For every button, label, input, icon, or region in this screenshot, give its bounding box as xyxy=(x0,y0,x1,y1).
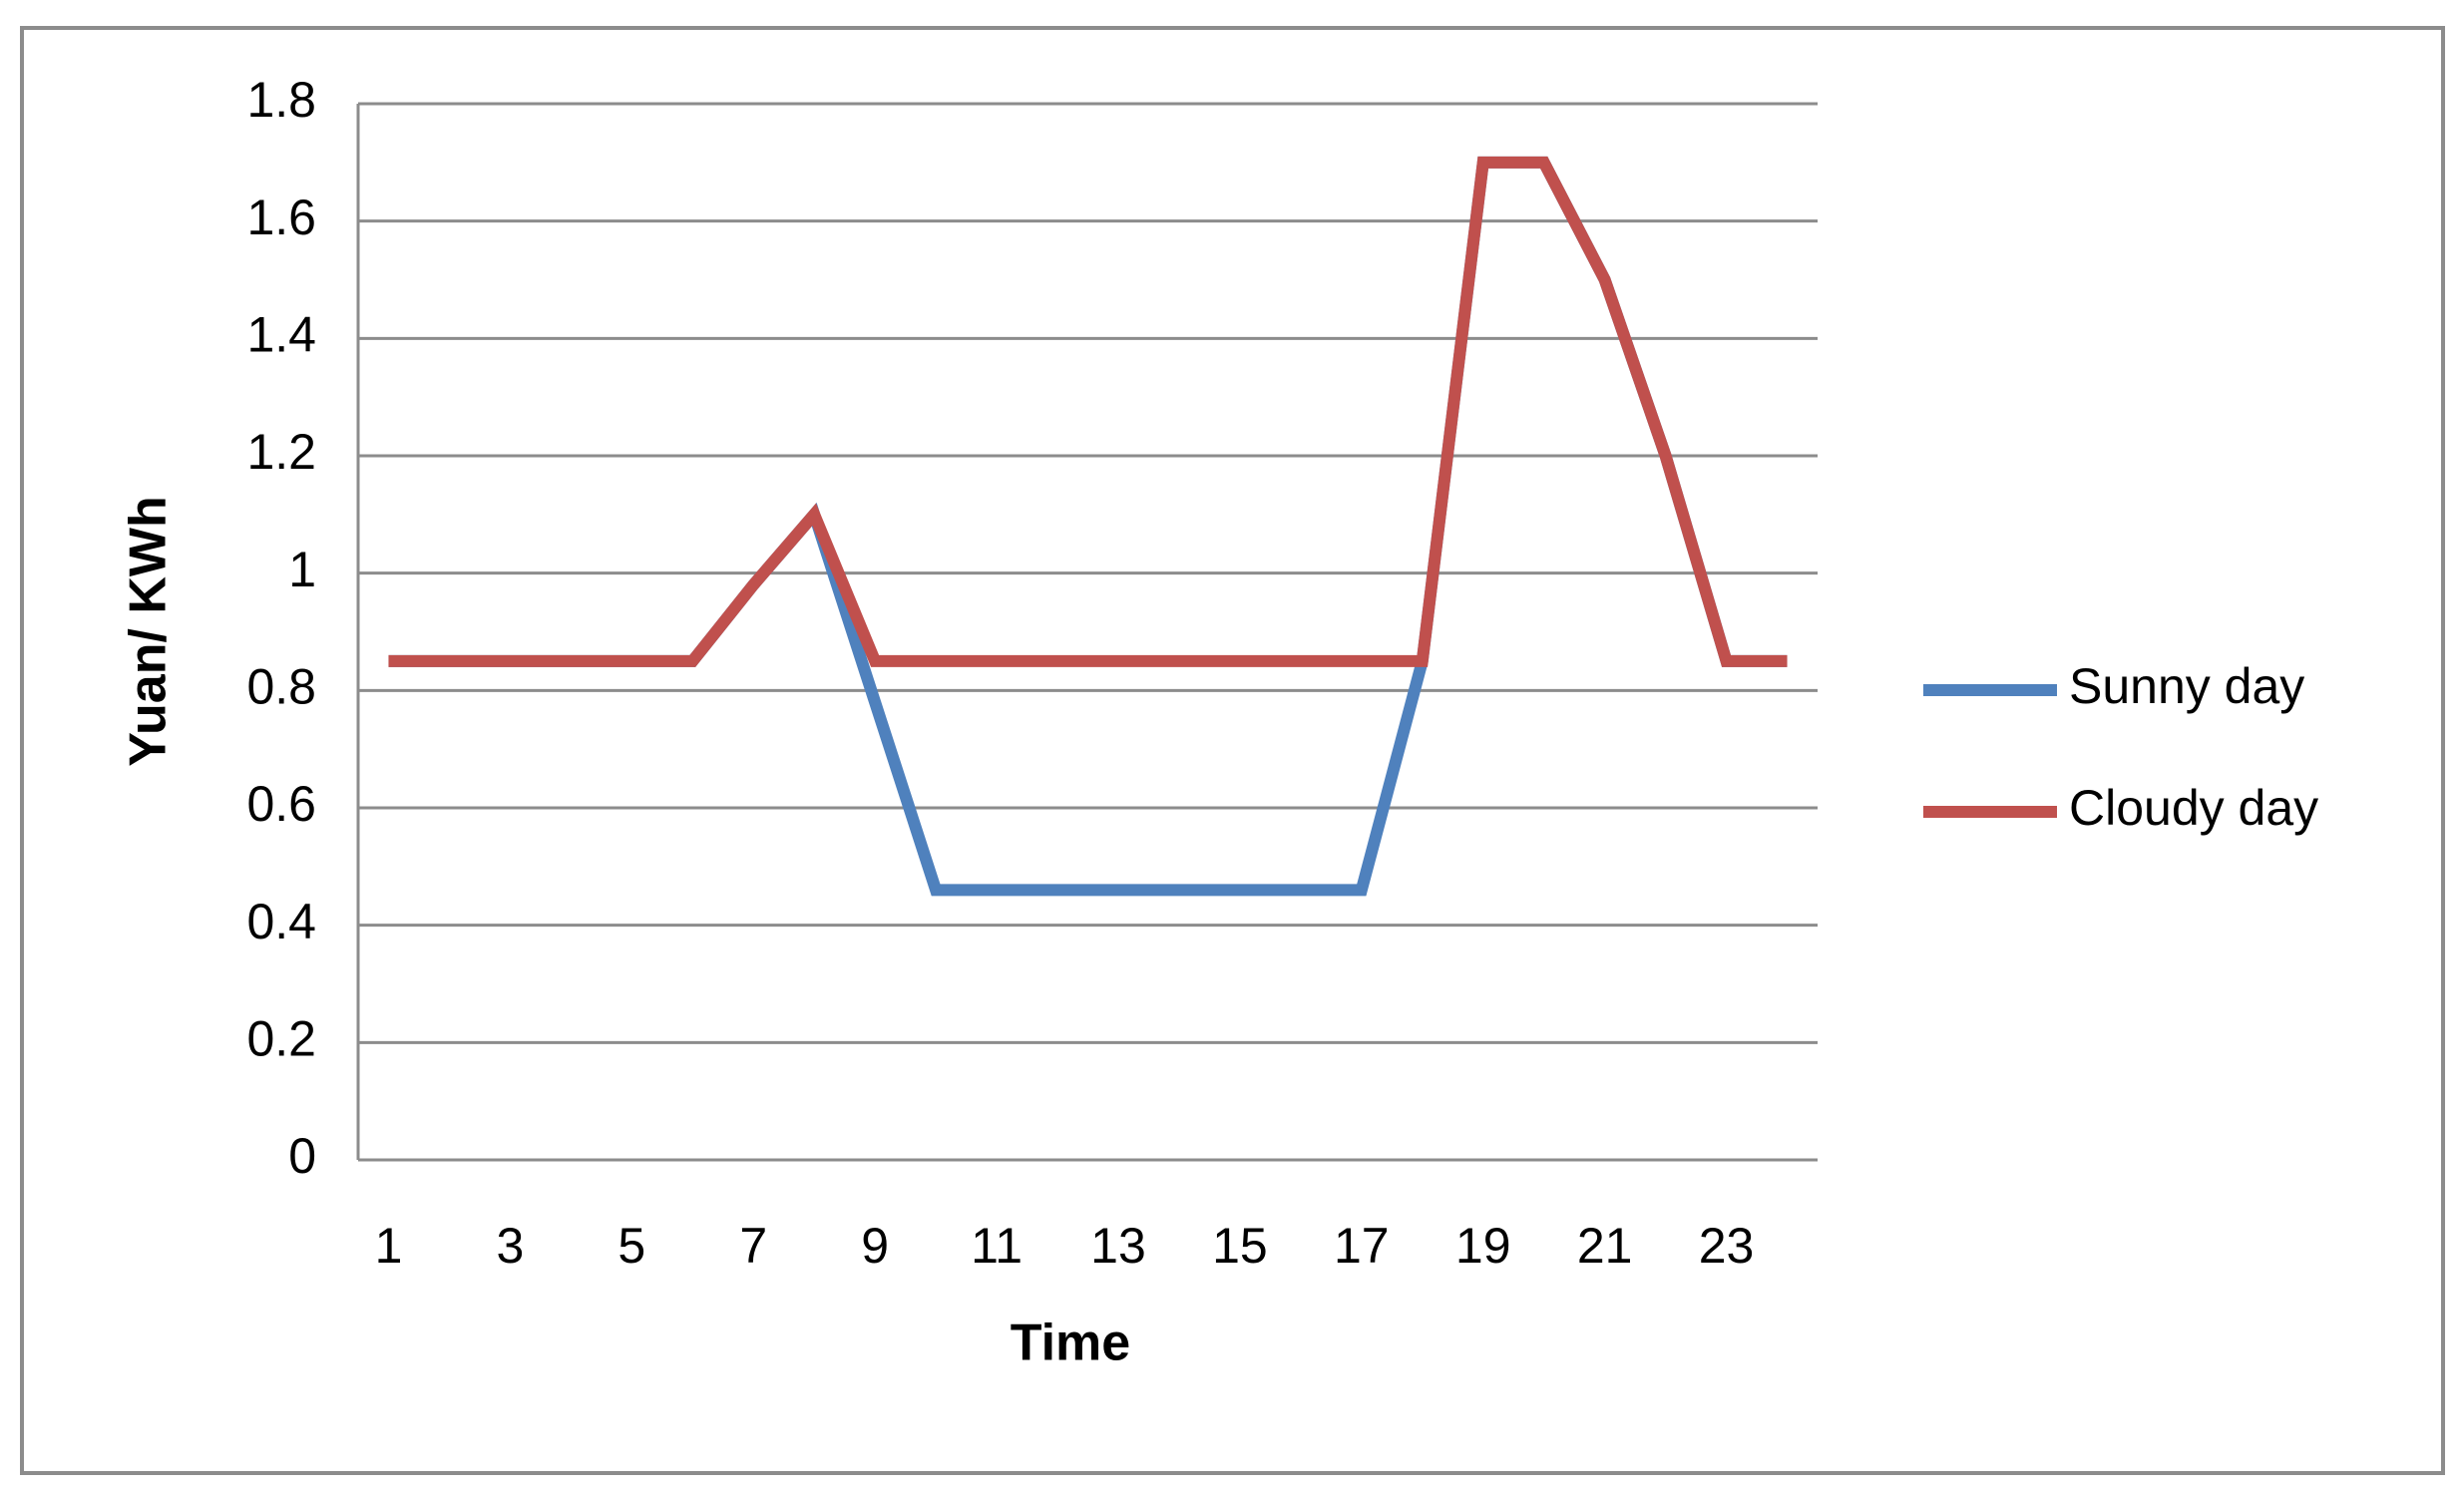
y-tick-label: 0 xyxy=(288,1128,316,1184)
x-tick-label: 3 xyxy=(496,1218,524,1274)
y-tick-label: 0.6 xyxy=(246,776,316,832)
y-tick-label: 0.4 xyxy=(246,894,316,949)
y-tick-label: 1 xyxy=(288,542,316,597)
x-tick-label: 11 xyxy=(971,1218,1023,1274)
legend-label: Sunny day xyxy=(2069,658,2304,714)
y-tick-label: 1.4 xyxy=(246,307,316,363)
x-tick-label: 13 xyxy=(1090,1218,1146,1274)
x-tick-label: 23 xyxy=(1699,1218,1755,1274)
y-axis-title: Yuan/ KWh xyxy=(120,496,178,767)
y-tick-label: 0.2 xyxy=(246,1011,316,1067)
x-tick-label: 1 xyxy=(375,1218,403,1274)
y-tick-label: 1.2 xyxy=(246,424,316,480)
y-tick-label: 0.8 xyxy=(246,659,316,715)
x-tick-label: 19 xyxy=(1455,1218,1511,1274)
y-tick-label: 1.6 xyxy=(246,189,316,245)
x-tick-label: 5 xyxy=(617,1218,645,1274)
x-tick-label: 21 xyxy=(1577,1218,1633,1274)
x-tick-label: 15 xyxy=(1212,1218,1268,1274)
y-tick-label: 1.8 xyxy=(246,72,316,128)
legend-label: Cloudy day xyxy=(2069,780,2318,836)
series-line xyxy=(388,156,1788,667)
x-axis-title: Time xyxy=(1011,1314,1130,1372)
chart-border xyxy=(20,26,2445,1475)
x-tick-label: 9 xyxy=(861,1218,889,1274)
x-tick-label: 7 xyxy=(739,1218,767,1274)
x-tick-label: 17 xyxy=(1334,1218,1390,1274)
